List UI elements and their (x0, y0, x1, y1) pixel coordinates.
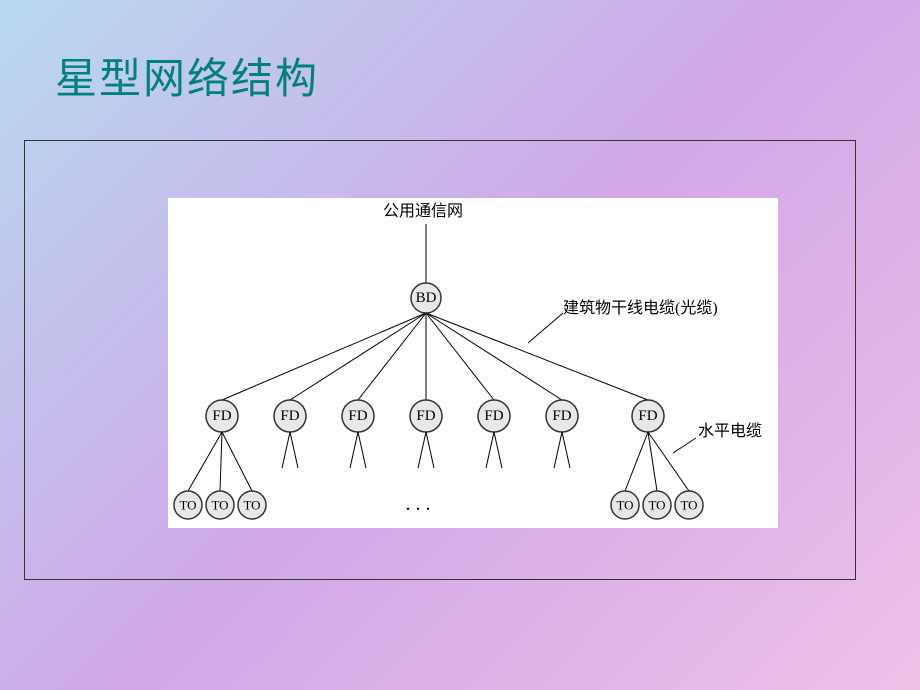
diagram-svg: 公用通信网 建筑物干线电缆(光缆) BD FD FD FD FD FD FD FD 水平电缆… (168, 198, 778, 528)
anno-line-1 (528, 313, 563, 343)
node-to: TO (675, 491, 703, 519)
network-diagram: 公用通信网 建筑物干线电缆(光缆) BD FD FD FD FD FD FD FD 水平电缆… (168, 198, 778, 528)
node-to: TO (206, 491, 234, 519)
svg-text:TO: TO (211, 498, 228, 513)
node-fd: FD (546, 400, 578, 432)
svg-text:TO: TO (179, 498, 196, 513)
fd-layer: FD FD FD FD FD FD FD (206, 400, 664, 432)
node-fd: FD (206, 400, 238, 432)
svg-text:TO: TO (648, 498, 665, 513)
node-to: TO (238, 491, 266, 519)
node-bd: BD (411, 283, 441, 313)
edges-bd-fd (222, 313, 648, 400)
fd-stubs (282, 432, 570, 468)
svg-text:FD: FD (484, 408, 503, 424)
label-right1: 建筑物干线电缆(光缆) (563, 299, 718, 317)
node-fd: FD (632, 400, 664, 432)
node-to: TO (643, 491, 671, 519)
svg-text:BD: BD (416, 290, 437, 306)
node-to: TO (611, 491, 639, 519)
edges-fd7-to (625, 432, 689, 491)
svg-text:FD: FD (212, 408, 231, 424)
svg-text:FD: FD (280, 408, 299, 424)
page-title: 星型网络结构 (0, 0, 920, 106)
label-top: 公用通信网 (383, 202, 463, 220)
node-fd: FD (342, 400, 374, 432)
label-right2: 水平电缆 (698, 422, 762, 440)
svg-text:TO: TO (616, 498, 633, 513)
node-fd: FD (274, 400, 306, 432)
svg-text:FD: FD (348, 408, 367, 424)
node-fd: FD (410, 400, 442, 432)
svg-text:FD: FD (416, 408, 435, 424)
svg-text:FD: FD (552, 408, 571, 424)
anno-line-2 (673, 438, 696, 453)
node-fd: FD (478, 400, 510, 432)
to-right-layer: TO TO TO (611, 491, 703, 519)
to-left-layer: TO TO TO (174, 491, 266, 519)
node-to: TO (174, 491, 202, 519)
svg-text:TO: TO (243, 498, 260, 513)
svg-text:FD: FD (638, 408, 657, 424)
svg-text:TO: TO (680, 498, 697, 513)
edges-fd1-to (188, 432, 252, 491)
ellipsis: . . . (406, 493, 431, 515)
